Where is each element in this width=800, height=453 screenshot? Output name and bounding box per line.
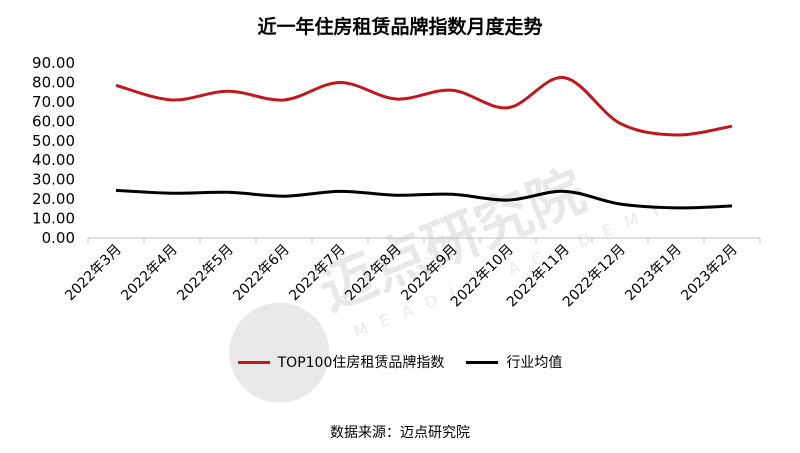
- y-tick-label: 30.00: [32, 171, 75, 189]
- x-tick-label: 2023年2月: [678, 242, 741, 305]
- legend-item-series-1: TOP100住房租赁品牌指数: [237, 352, 445, 372]
- y-tick-label: 20.00: [32, 190, 75, 208]
- y-tick-label: 50.00: [32, 132, 75, 150]
- chart-title: 近一年住房租赁品牌指数月度走势: [257, 16, 543, 38]
- legend: TOP100住房租赁品牌指数 行业均值: [0, 352, 800, 372]
- legend-label-series-1: TOP100住房租赁品牌指数: [277, 355, 445, 371]
- y-tick-label: 90.00: [32, 54, 75, 72]
- y-tick-label: 70.00: [32, 93, 75, 111]
- y-tick-label: 0.00: [42, 229, 75, 247]
- y-tick-label: 40.00: [32, 151, 75, 169]
- legend-item-series-2: 行业均值: [466, 352, 562, 372]
- x-tick-label: 2022年3月: [62, 242, 125, 305]
- series-line-1: [115, 76, 733, 137]
- y-tick-label: 10.00: [32, 210, 75, 228]
- x-tick-label: 2022年7月: [286, 242, 349, 305]
- x-tick-label: 2022年4月: [118, 242, 181, 305]
- legend-swatch-series-2: [466, 360, 499, 364]
- y-tick-label: 60.00: [32, 112, 75, 130]
- series-line-2: [115, 188, 733, 210]
- x-tick-label: 2022年6月: [230, 242, 293, 305]
- y-tick-label: 80.00: [32, 73, 75, 91]
- x-tick-label: 2023年1月: [622, 242, 685, 305]
- legend-label-series-2: 行业均值: [506, 355, 563, 371]
- x-tick-label: 2022年8月: [342, 242, 405, 305]
- x-axis-ticks: 2022年3月2022年4月2022年5月2022年6月2022年7月2022年…: [62, 238, 761, 310]
- legend-swatch-series-1: [237, 360, 270, 364]
- data-source: 数据来源：迈点研究院: [330, 425, 470, 441]
- series-layer: [115, 76, 733, 210]
- x-tick-label: 2022年5月: [174, 242, 237, 305]
